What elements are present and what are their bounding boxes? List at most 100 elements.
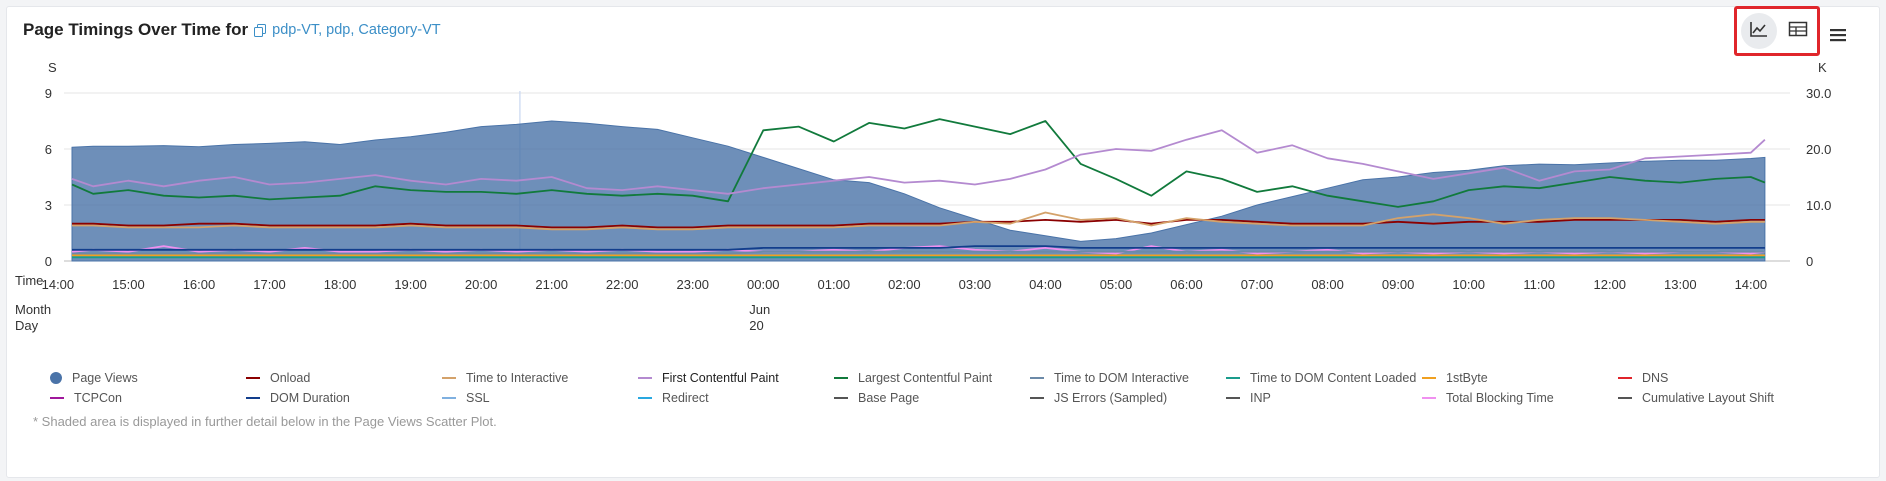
legend-item[interactable]: JS Errors (Sampled)	[1030, 391, 1226, 405]
legend-item[interactable]: SSL	[442, 391, 638, 405]
legend-swatch	[638, 397, 652, 399]
x-axis-tick-label: 23:00	[676, 277, 709, 292]
legend-label: Redirect	[662, 391, 709, 405]
right-axis-unit: K	[1818, 60, 1827, 75]
view-toggle-group	[1734, 6, 1820, 56]
time-to-interactive-line	[72, 211, 1765, 231]
legend-label: Page Views	[72, 371, 138, 385]
right-axis-tick-label: 20.0	[1806, 142, 1831, 157]
legend-item[interactable]: 1stByte	[1422, 371, 1618, 385]
legend-swatch	[1618, 377, 1632, 379]
onload-line	[72, 219, 1765, 229]
legend-swatch	[442, 397, 456, 399]
legend-swatch	[1030, 397, 1044, 399]
legend-swatch	[246, 377, 260, 379]
legend-item[interactable]: Largest Contentful Paint	[834, 371, 1030, 385]
legend-label: INP	[1250, 391, 1271, 405]
first-contentful-paint-line	[71, 129, 1766, 195]
dom-duration-line	[72, 245, 1765, 251]
footnote: * Shaded area is displayed in further de…	[33, 414, 497, 429]
chart-legend: Page Views Onload Time to Interactive First…	[50, 371, 1870, 405]
x-axis-tick-label: 13:00	[1664, 277, 1697, 292]
legend-item[interactable]: Onload	[246, 371, 442, 385]
x-axis-tick-label: 18:00	[324, 277, 357, 292]
chart-title: Page Timings Over Time for	[23, 20, 249, 39]
legend-swatch	[50, 372, 62, 384]
time-to-dom-interactive-line	[72, 250, 1765, 255]
legend-item[interactable]: Total Blocking Time	[1422, 391, 1618, 405]
legend-item[interactable]: Time to DOM Interactive	[1030, 371, 1226, 385]
legend-swatch	[1030, 377, 1044, 379]
x-axis-tick-label: 02:00	[888, 277, 921, 292]
legend-label: Largest Contentful Paint	[858, 371, 993, 385]
x-axis-tick-label: 16:00	[183, 277, 216, 292]
line-chart-icon	[1749, 20, 1769, 43]
x-axis-tick-label: 17:00	[253, 277, 286, 292]
legend-label: 1stByte	[1446, 371, 1488, 385]
legend-swatch	[1618, 397, 1632, 399]
x-axis-tick-label: 10:00	[1452, 277, 1485, 292]
legend-item[interactable]: Base Page	[834, 391, 1030, 405]
right-axis-tick-label: 0	[1806, 254, 1813, 269]
page-views-area	[71, 120, 1766, 262]
x-axis-tick-label: 19:00	[394, 277, 427, 292]
x-axis-tick-label: 03:00	[959, 277, 992, 292]
legend-label: Base Page	[858, 391, 920, 405]
table-view-button[interactable]	[1780, 13, 1816, 49]
x-axis-tick-label: 14:00	[1735, 277, 1768, 292]
legend-item[interactable]: Time to Interactive	[442, 371, 638, 385]
x-axis-tick-label: 12:00	[1593, 277, 1626, 292]
legend-label: Time to DOM Content Loaded	[1250, 371, 1417, 385]
copy-icon[interactable]	[254, 23, 267, 37]
x-axis-month-label: Month	[15, 302, 51, 317]
left-axis-tick-label: 0	[45, 254, 52, 269]
left-axis-unit: S	[48, 60, 57, 75]
legend-label: Time to Interactive	[466, 371, 569, 385]
legend-label: Time to DOM Interactive	[1054, 371, 1189, 385]
legend-item[interactable]: INP	[1226, 391, 1422, 405]
right-axis-tick-label: 30.0	[1806, 86, 1831, 101]
legend-swatch	[1422, 397, 1436, 399]
legend-label: DNS	[1642, 371, 1669, 385]
page-group-link[interactable]: pdp-VT, pdp, Category-VT	[272, 22, 441, 38]
legend-swatch	[1422, 377, 1436, 379]
menu-button[interactable]	[1829, 27, 1847, 43]
legend-label: First Contentful Paint	[662, 371, 779, 385]
legend-item[interactable]: Cumulative Layout Shift	[1618, 391, 1814, 405]
legend-item[interactable]: Time to DOM Content Loaded	[1226, 371, 1422, 385]
month-label: Jun	[749, 302, 770, 317]
line-chart-view-button[interactable]	[1741, 13, 1777, 49]
hamburger-menu-icon	[1829, 29, 1847, 47]
legend-swatch	[638, 377, 652, 379]
legend-item[interactable]: Page Views	[50, 371, 246, 385]
x-axis-tick-label: 15:00	[112, 277, 145, 292]
legend-label: Cumulative Layout Shift	[1642, 391, 1775, 405]
legend-swatch	[834, 377, 848, 379]
legend-item[interactable]: TCPCon	[50, 391, 246, 405]
x-axis-tick-label: 22:00	[606, 277, 639, 292]
largest-contentful-paint-line	[71, 118, 1766, 208]
legend-item[interactable]: First Contentful Paint	[638, 371, 834, 385]
x-axis-tick-label: 08:00	[1311, 277, 1344, 292]
x-axis-tick-label: 04:00	[1029, 277, 1062, 292]
right-axis-tick-label: 10.0	[1806, 198, 1831, 213]
x-axis-tick-label: 05:00	[1100, 277, 1133, 292]
x-axis-tick-label: 20:00	[465, 277, 498, 292]
chart-header: Page Timings Over Time for pdp-VT, pdp, …	[23, 19, 441, 41]
x-axis-tick-label: 00:00	[747, 277, 780, 292]
legend-item[interactable]: Redirect	[638, 391, 834, 405]
legend-item[interactable]: DOM Duration	[246, 391, 442, 405]
x-axis-tick-label: 06:00	[1170, 277, 1203, 292]
x-axis-tick-label: 07:00	[1241, 277, 1274, 292]
legend-label: JS Errors (Sampled)	[1054, 391, 1168, 405]
day-label: 20	[749, 318, 763, 333]
legend-swatch	[442, 377, 456, 379]
x-axis-tick-label: 11:00	[1523, 277, 1555, 292]
legend-swatch	[834, 397, 848, 399]
left-axis-tick-label: 9	[45, 86, 52, 101]
legend-label: TCPCon	[74, 391, 122, 405]
legend-item[interactable]: DNS	[1618, 371, 1814, 385]
x-axis-tick-label: 21:00	[535, 277, 568, 292]
x-axis-tick-label: 09:00	[1382, 277, 1415, 292]
table-icon	[1788, 20, 1808, 43]
